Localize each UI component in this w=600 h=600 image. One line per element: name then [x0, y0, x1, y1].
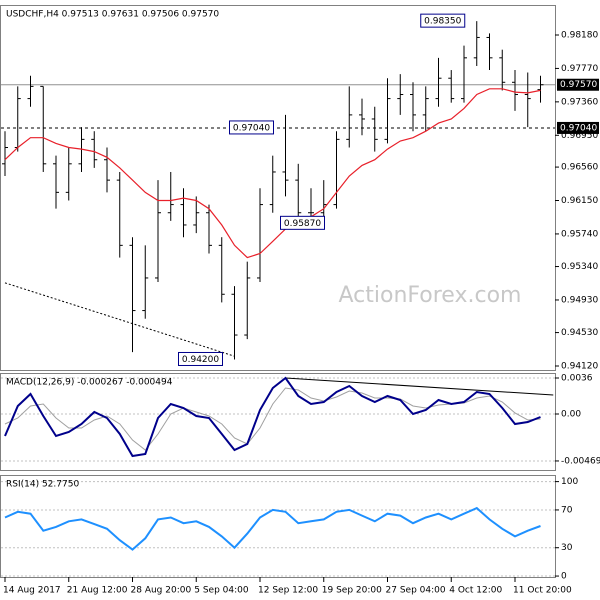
- level-box: [557, 121, 599, 134]
- annotation-label: 0.98350: [424, 17, 461, 27]
- watermark: ActionForex.com: [339, 283, 522, 308]
- y-tick-label: 0.94120: [561, 362, 598, 372]
- x-tick-label: 5 Sep 04:00: [194, 586, 249, 596]
- y-tick-label: 100: [561, 477, 578, 487]
- x-tick-label: 4 Oct 12:00: [449, 586, 502, 596]
- y-tick-label: 0.94930: [561, 295, 598, 305]
- x-tick-label: 19 Sep 20:00: [322, 586, 382, 596]
- indicator-line: [4, 376, 541, 458]
- panel-frame: [0, 475, 556, 578]
- y-tick-label: -0.004696: [561, 456, 600, 466]
- y-tick-label: 0.96560: [561, 163, 598, 173]
- annotation-box: [229, 120, 274, 135]
- x-tick-label: 12 Sep 12:00: [258, 586, 318, 596]
- annotation-box: [178, 351, 223, 366]
- panel-frame: [0, 373, 556, 471]
- moving-average: [4, 88, 541, 259]
- trendline: [285, 377, 554, 396]
- level-label: 0.97040: [560, 123, 597, 133]
- annotation-box: [420, 13, 466, 28]
- y-tick-label: 0.96950: [561, 131, 598, 141]
- x-tick-label: 28 Aug 20:00: [131, 586, 192, 596]
- annotation-label: 0.97040: [233, 123, 270, 133]
- trendline: [4, 282, 235, 357]
- y-tick-label: 0.98180: [561, 31, 598, 41]
- annotation-label: 0.95870: [284, 219, 321, 229]
- panel-title: RSI(14) 52.7750: [6, 480, 79, 490]
- panel-frame: [0, 5, 556, 371]
- level-label: 0.97570: [560, 80, 597, 90]
- y-tick-label: 0.94530: [561, 328, 598, 338]
- y-tick-label: 0: [561, 572, 567, 582]
- y-tick-label: 0.95740: [561, 229, 598, 239]
- y-tick-label: 0.95340: [561, 262, 598, 272]
- y-tick-label: 70: [561, 505, 573, 515]
- x-tick-label: 14 Aug 2017: [3, 586, 61, 596]
- panel-title: MACD(12,26,9) -0.000267 -0.000494: [6, 378, 173, 388]
- y-tick-label: 0.0036: [561, 374, 593, 384]
- indicator-line: [4, 506, 541, 551]
- level-box: [557, 78, 599, 91]
- y-tick-label: 0.97360: [561, 97, 598, 107]
- y-tick-label: 0.96150: [561, 196, 598, 206]
- panel-title: USDCHF,H4 0.97513 0.97631 0.97506 0.9757…: [6, 10, 219, 20]
- x-tick-label: 11 Oct 20:00: [513, 586, 572, 596]
- x-tick-label: 27 Sep 04:00: [386, 586, 446, 596]
- annotation-label: 0.94200: [182, 355, 219, 365]
- annotation-box: [280, 215, 325, 230]
- y-tick-label: 30: [561, 543, 573, 553]
- y-tick-label: 0.00: [561, 410, 581, 420]
- y-tick-label: 0.97770: [561, 64, 598, 74]
- x-tick-label: 21 Aug 12:00: [67, 586, 128, 596]
